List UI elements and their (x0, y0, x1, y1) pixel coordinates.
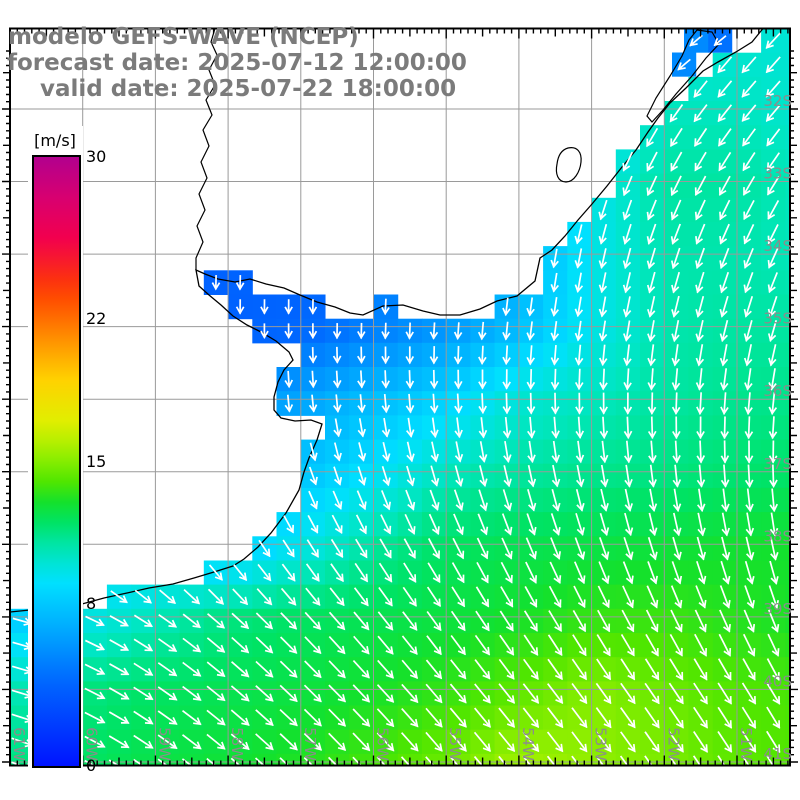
axis-labels-layer: 32S 33S 34S 35S 36S 37S 38S 39S 40S 41S 61W 60W 59W 5… (10, 92, 792, 763)
lon-label: 55W (446, 727, 464, 761)
lat-label: 34S (763, 237, 792, 255)
lon-label: 57W (301, 727, 319, 761)
colorbar-tick: 22 (86, 309, 107, 329)
lat-label: 36S (763, 382, 792, 400)
degree-ticks (2, 28, 798, 766)
colorbar-tick: 0 (86, 756, 97, 775)
axis-layer (2, 27, 798, 767)
colorbar-tick: 8 (86, 593, 97, 613)
lat-label: 32S (763, 92, 792, 110)
coastline-layer (10, 28, 764, 613)
lon-label: 58W (228, 727, 246, 761)
lon-label: 54W (519, 727, 537, 761)
colorbar-tick: 30 (86, 147, 107, 166)
lon-label: 56W (374, 727, 392, 761)
colorbar-tick: 15 (86, 451, 107, 471)
colorbar-unit-label: [m/s] (34, 131, 76, 150)
lat-label: 33S (763, 165, 792, 183)
lat-label: 40S (763, 672, 792, 690)
lat-label: 39S (763, 600, 792, 618)
map-frame (9, 27, 791, 767)
lon-label: 51W (737, 727, 755, 761)
lon-label: 53W (592, 727, 610, 761)
colorbar-gradient (32, 155, 81, 768)
lat-label: 41S (763, 745, 792, 763)
lat-label: 37S (763, 455, 792, 473)
lon-label: 52W (664, 727, 682, 761)
grid-lines-layer (10, 28, 790, 766)
lon-label: 60W (83, 727, 101, 761)
lon-label: 61W (10, 727, 28, 761)
sea-cells-layer (10, 28, 790, 766)
lat-label: 35S (763, 310, 792, 328)
lon-label: 59W (155, 727, 173, 761)
lat-label: 38S (763, 527, 792, 545)
coastline-path (10, 28, 764, 613)
